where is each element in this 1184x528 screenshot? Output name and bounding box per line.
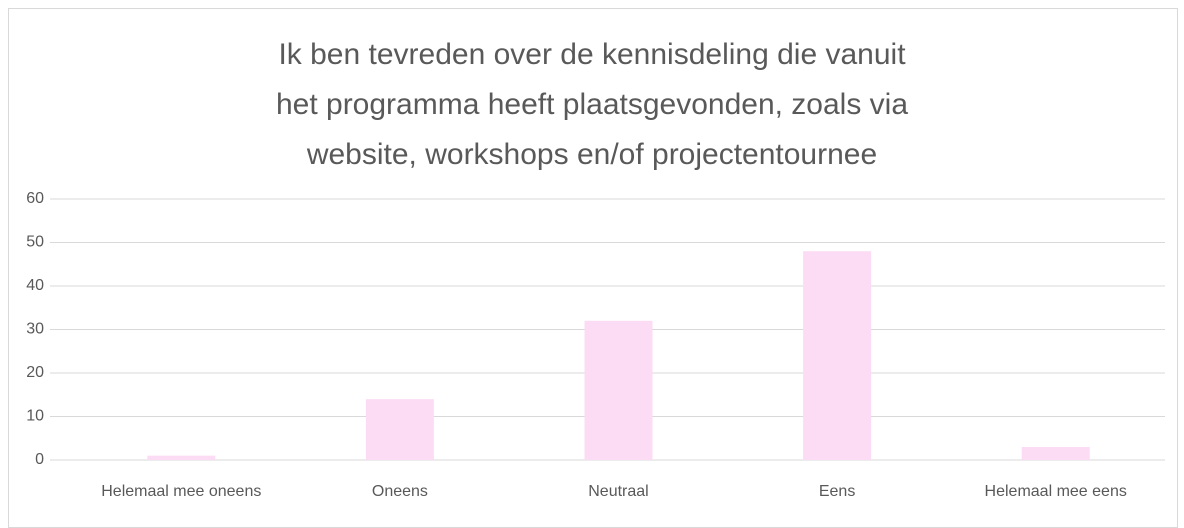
bar bbox=[584, 320, 653, 460]
y-tick-label: 10 bbox=[26, 408, 44, 425]
y-tick-label: 40 bbox=[26, 277, 44, 294]
page: Ik ben tevreden over de kennisdeling die… bbox=[0, 8, 1184, 528]
y-tick-label: 0 bbox=[35, 451, 44, 468]
bar bbox=[147, 455, 216, 460]
x-tick-label: Neutraal bbox=[588, 483, 648, 500]
x-tick-label: Helemaal mee oneens bbox=[101, 483, 261, 500]
y-tick-label: 30 bbox=[26, 321, 44, 338]
y-tick-label: 50 bbox=[26, 234, 44, 251]
x-tick-label: Helemaal mee eens bbox=[985, 483, 1127, 500]
bar bbox=[365, 399, 434, 460]
bar bbox=[803, 251, 872, 460]
bar bbox=[1021, 446, 1090, 460]
y-tick-label: 20 bbox=[26, 364, 44, 381]
chart: 0 10 20 30 40 50 60 Helemaal mee oneens Oneens Ne… bbox=[26, 190, 1165, 500]
x-tick-label: Eens bbox=[819, 483, 855, 500]
x-tick-label: Oneens bbox=[372, 483, 428, 500]
y-tick-label: 60 bbox=[26, 190, 44, 207]
title-box: Ik ben tevreden over de kennisdeling die… bbox=[0, 30, 1184, 180]
chart-title: Ik ben tevreden over de kennisdeling die… bbox=[275, 38, 909, 171]
